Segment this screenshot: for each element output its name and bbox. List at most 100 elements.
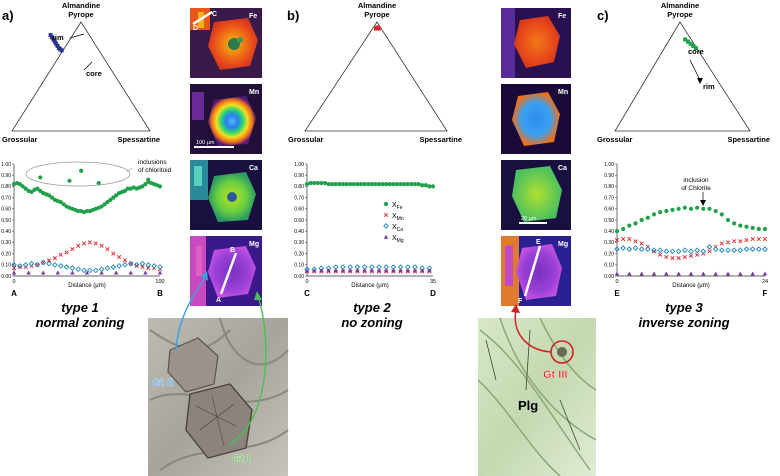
gt3-label: Gt III: [543, 369, 567, 381]
data-point-xmn: [695, 252, 700, 257]
data-point-xca: [116, 263, 122, 269]
data-point-xfe: [337, 182, 342, 187]
data-point-xmn: [64, 250, 69, 255]
x-tick-max: 24: [762, 279, 768, 285]
ternary-top-line2-c: Pyrope: [667, 10, 692, 19]
data-point-xca: [620, 245, 627, 251]
x-axis-label: Distance (μm): [351, 283, 388, 289]
ternary-point: [688, 41, 693, 46]
map-label-mn-a: Mn: [249, 89, 259, 96]
annotation-a-line1: inclusions: [138, 159, 167, 166]
data-point-xfe: [46, 193, 52, 198]
data-point-xmn: [762, 236, 768, 242]
data-point-xfe: [29, 189, 34, 195]
data-point-xfe: [420, 183, 425, 188]
profile-chart-a: 0.00 0.10 0.20 0.30 0.40 0.50 0.60 0.70 0.80 0.90…: [1, 162, 164, 298]
y-tick-label: 0.30: [1, 240, 11, 246]
y-tick-label: 0.20: [604, 251, 614, 257]
profile-chart-b: 0.00 0.10 0.20 0.30 0.40 0.50 0.60 0.70 0.80 0.90…: [294, 162, 436, 298]
ternary-points-c: [683, 37, 698, 51]
core-rim-arrowhead-c: [697, 78, 703, 84]
map-label-mn-b: Mn: [558, 89, 568, 96]
y-tick-label: 0.10: [294, 263, 304, 269]
data-point-xca: [626, 246, 633, 252]
data-point-xmn: [707, 249, 712, 254]
data-point-xmn: [99, 243, 104, 248]
element-maps-b: Fe Mn Ca 20 μm E F Mg: [501, 8, 571, 306]
data-point-xmg: [384, 268, 389, 273]
data-point-xca: [81, 267, 87, 274]
data-point-xca: [700, 248, 707, 255]
data-point-xfe: [143, 182, 148, 187]
data-point-xmg: [664, 271, 669, 276]
ternary-top-line2-a: Pyrope: [68, 10, 93, 19]
core-pointer-a: [83, 61, 93, 71]
ternary-left-b: Grossular: [288, 135, 324, 144]
profile-label-f: F: [518, 298, 523, 305]
data-point-xmn: [744, 238, 749, 243]
y-tick-label: 0.90: [294, 173, 304, 179]
data-point-xfe: [366, 182, 371, 187]
data-point-xmn: [719, 241, 724, 246]
data-point-xmg: [627, 271, 632, 276]
data-point-xfe: [20, 184, 25, 189]
y-tick-label: 1.00: [294, 162, 304, 168]
data-point-xmn: [105, 247, 110, 252]
arrow-gt3: [514, 309, 552, 353]
data-point-xfe: [344, 182, 349, 187]
y-tick-label: 0.50: [1, 218, 11, 224]
ternary-diagram-c: [614, 21, 751, 132]
data-point-xmg: [84, 270, 90, 275]
data-point-xmn: [633, 239, 638, 244]
data-point-xfe: [627, 223, 632, 228]
data-point-xca: [17, 263, 23, 269]
data-point-xfe: [658, 210, 663, 215]
data-point-xfe: [304, 182, 310, 187]
data-point-xmg: [312, 268, 317, 273]
data-point-xfe: [348, 182, 353, 187]
x-axis-label: Distance (μm): [68, 283, 105, 289]
data-point-xfe: [416, 182, 421, 187]
ternary-diagram-a: [11, 21, 151, 132]
data-point-xfe: [405, 182, 410, 187]
data-point-xca: [28, 260, 35, 267]
core-rim-arrow-c: [689, 59, 701, 81]
data-point-xmg: [369, 268, 374, 273]
map-label-mg-b: Mg: [558, 241, 568, 248]
y-tick-label: 0.00: [294, 274, 304, 280]
data-point-xfe: [58, 199, 63, 205]
data-point-xfe: [670, 207, 675, 213]
data-point-xmg: [398, 268, 403, 273]
data-point-xmg: [713, 271, 718, 276]
data-point-xca: [69, 265, 76, 271]
data-point-xfe-inclusions: [79, 168, 84, 173]
data-point-xfe: [639, 217, 644, 223]
type-label-b: type 2: [353, 300, 391, 315]
data-point-xfe: [394, 182, 400, 187]
data-point-xca: [688, 248, 694, 255]
ternary-top-line1-b: Almandine: [358, 1, 396, 10]
y-tick-label: 0.80: [294, 184, 304, 190]
data-point-xmn: [614, 238, 620, 243]
data-point-xfe: [645, 215, 650, 220]
data-point-xmn: [670, 255, 675, 261]
data-point-xfe: [384, 182, 389, 187]
data-point-xca: [755, 246, 762, 252]
data-point-xca: [52, 261, 58, 268]
x-tick-zero: 0: [615, 279, 618, 285]
scale-bar-b: 20 μm: [521, 216, 537, 222]
data-point-xca: [11, 261, 17, 268]
y-tick-label: 0.90: [1, 173, 11, 179]
data-point-xca: [34, 261, 41, 268]
data-point-xmg: [55, 270, 60, 275]
map-label-fe-b: Fe: [558, 13, 566, 20]
annotation-a-line2: of chloritoid: [138, 167, 172, 174]
map-label-fe-a: Fe: [249, 13, 257, 20]
data-point-xca: [122, 261, 128, 268]
data-point-xfe: [102, 202, 107, 207]
annotation-c-line2: of Chlorite: [681, 185, 711, 192]
data-point-xfe: [651, 212, 657, 217]
rim-label-a: rim: [52, 33, 64, 42]
data-point-xmg: [11, 270, 17, 275]
